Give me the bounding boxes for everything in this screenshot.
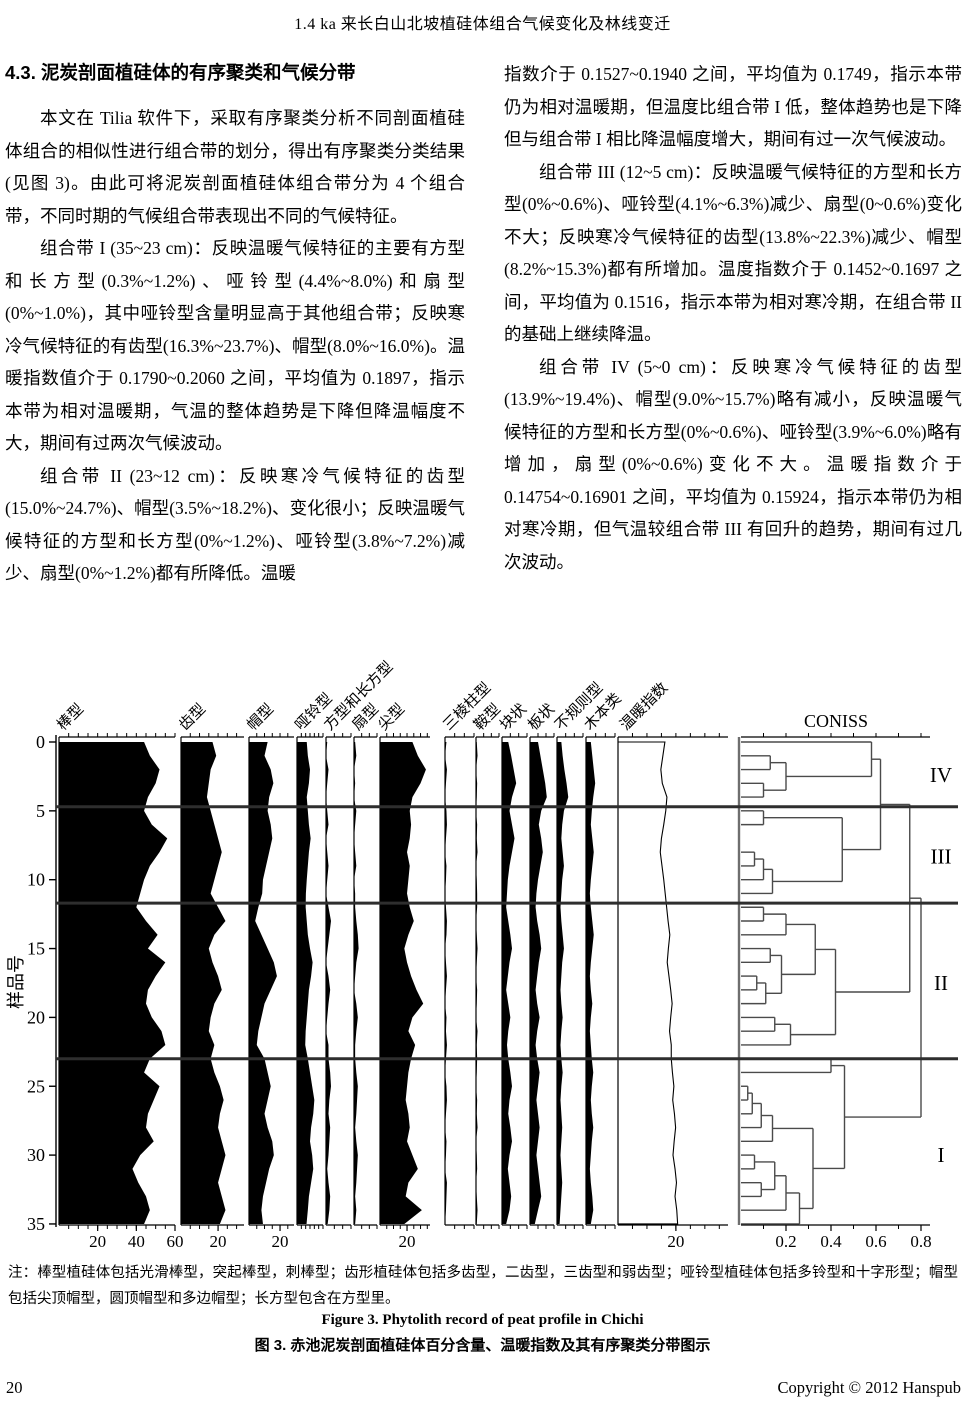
silhouette-7: [380, 742, 426, 1224]
silhouette-8: [445, 742, 447, 1224]
copyright-notice: Copyright © 2012 Hanspub: [777, 1378, 962, 1397]
silhouette-6: [354, 742, 359, 1224]
y-axis-tick-label: 25: [27, 1076, 45, 1096]
coniss-title: CONISS: [804, 711, 868, 731]
y-axis-tick-label: 20: [27, 1007, 45, 1027]
zone-label: I: [938, 1143, 945, 1167]
zone-label: IV: [930, 763, 952, 787]
column-label: 尖型: [375, 701, 408, 734]
column-label: 棒型: [54, 701, 87, 734]
x-axis-tick-label: 0.4: [820, 1232, 842, 1251]
silhouette-1: [59, 742, 168, 1224]
paragraph: 指数介于 0.1527~0.1940 之间，平均值为 0.1749，指示本带仍为…: [504, 64, 962, 149]
column-label: 温暖指数: [617, 679, 671, 733]
figure-caption-zh: 图 3. 赤池泥炭剖面植硅体百分含量、温暖指数及其有序聚类分带图示: [254, 1337, 711, 1354]
page-number: 20: [6, 1378, 23, 1397]
zone-label: III: [931, 844, 952, 868]
y-axis-tick-label: 30: [27, 1145, 45, 1165]
silhouette-5: [326, 742, 331, 1224]
x-axis-tick-label: 0.2: [775, 1232, 796, 1251]
silhouette-4: [297, 742, 315, 1224]
x-axis-tick-label: 0.6: [865, 1232, 886, 1251]
column-label: 帽型: [244, 701, 277, 734]
y-axis-tick-label: 5: [36, 801, 45, 821]
x-axis-tick-label: 20: [667, 1232, 684, 1251]
x-axis-tick-label: 20: [399, 1232, 416, 1251]
silhouette-11: [530, 742, 547, 1224]
y-axis-tick-label: 10: [27, 870, 45, 890]
figure-3-chart: 0 5 10 15 20 25 30 35 样品号 20 40 60 棒型 20 齿型 20 帽型 哑铃型 方型和长…: [0, 635, 965, 1257]
column-label: 板状: [524, 700, 558, 734]
paragraph: 组合带 III (12~5 cm)：反映温暖气候特征的方型和长方型(0%~0.6…: [504, 161, 962, 345]
y-axis-tick-label: 35: [27, 1214, 45, 1234]
right-text-column: 指数介于 0.1527~0.1940 之间，平均值为 0.1749，指示本带仍为…: [504, 58, 962, 578]
y-axis-title: 样品号: [6, 955, 26, 1009]
x-axis-tick-label: 20: [89, 1232, 106, 1251]
warm-index-curve: [618, 741, 679, 1225]
x-axis-tick-label: 60: [167, 1232, 184, 1251]
silhouette-12: [557, 742, 569, 1224]
column-label: 块状: [497, 701, 530, 734]
y-axis-tick-label: 0: [36, 732, 45, 752]
column-label: 齿型: [176, 701, 209, 734]
silhouette-13: [586, 742, 596, 1224]
paragraph: 本文在 Tilia 软件下，采取有序聚类分析不同剖面植硅体组合的相似性进行组合带…: [5, 108, 465, 226]
paragraph: 组合带 I (35~23 cm)：反映温暖气候特征的主要有方型和长方型(0.3%…: [5, 238, 465, 453]
figure-caption-en: Figure 3. Phytolith record of peat profi…: [321, 1312, 644, 1328]
section-heading: 4.3. 泥炭剖面植硅体的有序聚类和气候分带: [5, 62, 356, 83]
silhouette-3: [249, 742, 277, 1224]
paragraph: 组合带 II (23~12 cm)：反映寒冷气候特征的齿型(15.0%~24.7…: [5, 465, 465, 584]
silhouette-2: [181, 742, 226, 1224]
zone-label: II: [934, 971, 948, 995]
silhouette-9: [476, 742, 478, 1224]
left-text-column: 4.3. 泥炭剖面植硅体的有序聚类和气候分带 本文在 Tilia 软件下，采取有…: [5, 58, 465, 590]
y-axis-tick-label: 15: [27, 939, 45, 959]
running-head-title: 1.4 ka 来长白山北坡植硅体组合气候变化及林线变迁: [294, 16, 671, 33]
silhouette-10: [502, 742, 517, 1224]
x-axis-tick-label: 0.8: [910, 1232, 931, 1251]
figure-note: 注：棒型植硅体包括光滑棒型，突起棒型，刺棒型；齿形植硅体包括多齿型，二齿型，三齿…: [8, 1265, 958, 1307]
x-axis-tick-label: 40: [128, 1232, 145, 1251]
x-axis-tick-label: 20: [210, 1232, 227, 1251]
paragraph: 组合带 IV (5~0 cm)：反映寒冷气候特征的齿型(13.9%~19.4%)…: [504, 356, 962, 572]
x-axis-tick-label: 20: [272, 1232, 289, 1251]
